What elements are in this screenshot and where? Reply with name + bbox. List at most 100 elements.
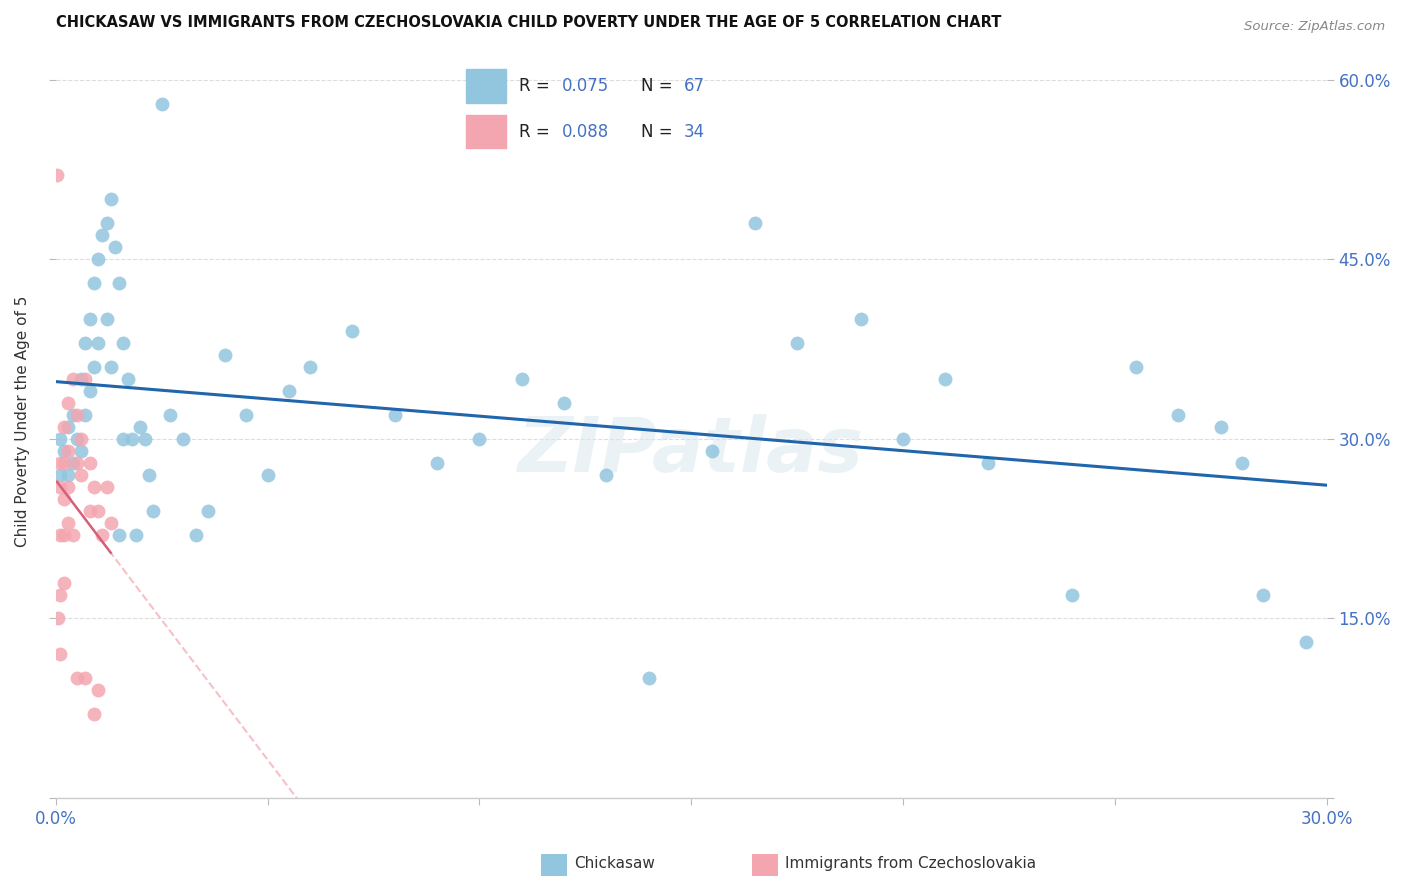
Point <box>104 240 127 254</box>
Point <box>87 683 110 698</box>
Point <box>75 672 97 686</box>
Point <box>744 216 766 230</box>
Point <box>70 443 93 458</box>
Point <box>79 456 101 470</box>
Point <box>426 456 449 470</box>
Point <box>277 384 299 398</box>
Point <box>235 408 257 422</box>
Point <box>75 336 97 351</box>
Point <box>70 467 93 482</box>
Point <box>108 276 131 290</box>
Point <box>96 480 118 494</box>
Point <box>129 420 152 434</box>
Point <box>468 432 491 446</box>
Point <box>96 216 118 230</box>
Point <box>159 408 181 422</box>
Point <box>1230 456 1253 470</box>
Text: Immigrants from Czechoslovakia: Immigrants from Czechoslovakia <box>785 856 1036 871</box>
Point <box>53 420 76 434</box>
Point <box>70 372 93 386</box>
Point <box>637 672 659 686</box>
Point <box>214 348 236 362</box>
Point <box>79 384 101 398</box>
Point <box>112 336 135 351</box>
Point <box>112 432 135 446</box>
Point <box>53 456 76 470</box>
Point <box>595 467 617 482</box>
Point <box>53 527 76 541</box>
Point <box>1295 635 1317 649</box>
Point <box>184 527 207 541</box>
Point <box>46 611 69 625</box>
Point <box>83 359 105 374</box>
Point <box>891 432 914 446</box>
Point <box>75 372 97 386</box>
Point <box>977 456 1000 470</box>
Text: Chickasaw: Chickasaw <box>574 856 655 871</box>
Point <box>134 432 156 446</box>
Point <box>702 443 724 458</box>
Point <box>849 312 872 326</box>
Point <box>934 372 956 386</box>
Point <box>1251 588 1274 602</box>
Point <box>100 359 122 374</box>
Text: CHICKASAW VS IMMIGRANTS FROM CZECHOSLOVAKIA CHILD POVERTY UNDER THE AGE OF 5 COR: CHICKASAW VS IMMIGRANTS FROM CZECHOSLOVA… <box>56 15 1001 30</box>
Text: ZIPatlas: ZIPatlas <box>519 414 865 488</box>
Point <box>49 467 72 482</box>
Point <box>83 480 105 494</box>
Point <box>58 396 80 410</box>
Point <box>49 648 72 662</box>
Point <box>108 527 131 541</box>
Point <box>150 96 173 111</box>
Point <box>66 432 89 446</box>
Point <box>91 527 114 541</box>
Point <box>1125 359 1147 374</box>
Point <box>87 252 110 267</box>
Point <box>1062 588 1084 602</box>
Point <box>172 432 194 446</box>
Point <box>58 516 80 530</box>
Point <box>100 516 122 530</box>
Point <box>53 443 76 458</box>
Point <box>256 467 278 482</box>
Point <box>96 312 118 326</box>
Point <box>298 359 321 374</box>
Point <box>1209 420 1232 434</box>
Point <box>58 467 80 482</box>
Point <box>49 527 72 541</box>
Text: Source: ZipAtlas.com: Source: ZipAtlas.com <box>1244 20 1385 33</box>
Point <box>53 491 76 506</box>
Point <box>53 575 76 590</box>
Point <box>49 432 72 446</box>
Point <box>87 504 110 518</box>
Point <box>66 456 89 470</box>
Point <box>510 372 533 386</box>
Point <box>79 312 101 326</box>
Point <box>58 480 80 494</box>
Point <box>66 408 89 422</box>
Point <box>70 432 93 446</box>
Point <box>46 169 69 183</box>
Point <box>1167 408 1189 422</box>
Point <box>100 192 122 206</box>
Point <box>49 456 72 470</box>
Point <box>62 372 84 386</box>
Point <box>83 707 105 722</box>
Point <box>87 336 110 351</box>
Point <box>66 672 89 686</box>
Point <box>553 396 575 410</box>
Point <box>58 420 80 434</box>
Point <box>83 276 105 290</box>
Point <box>75 408 97 422</box>
Point <box>79 504 101 518</box>
Point <box>62 456 84 470</box>
Point <box>125 527 148 541</box>
Y-axis label: Child Poverty Under the Age of 5: Child Poverty Under the Age of 5 <box>15 295 30 547</box>
Point <box>91 228 114 243</box>
Point <box>342 324 364 338</box>
Point <box>121 432 143 446</box>
Point <box>62 527 84 541</box>
Point <box>138 467 160 482</box>
Point <box>49 480 72 494</box>
Point <box>142 504 165 518</box>
